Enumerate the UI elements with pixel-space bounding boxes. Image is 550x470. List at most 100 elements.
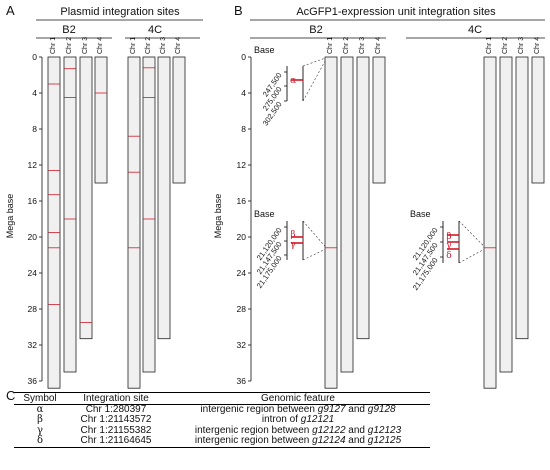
feature-text: intergenic region between	[200, 404, 318, 415]
zoom-b2-base-label: Base	[254, 209, 275, 219]
panel-b-4c-chromosome	[515, 56, 529, 340]
zoom-b2-marker-symbol: β	[290, 230, 295, 240]
panel-b-y-axis-label: Mega base	[213, 194, 223, 239]
panel-b-4c-chromosome	[531, 56, 545, 184]
panel-b-b2-chr-label: Chr 2	[343, 37, 350, 54]
panel-b-axis-tick-label: 4	[241, 88, 246, 98]
panel-b-b2-chr-label: Chr 4	[375, 37, 382, 54]
panel-b-group-4c: 4C	[468, 24, 482, 36]
row-symbol: α	[36, 404, 44, 415]
zoom-4c-base-label: Base	[410, 209, 431, 219]
header-symbol: Symbol	[14, 392, 66, 405]
panel-b-axis-tick-label: 12	[237, 160, 247, 170]
row-symbol: δ	[14, 436, 66, 448]
panel-a-group-b2: B2	[62, 24, 75, 36]
panel-a-b2-chromosome	[79, 56, 93, 340]
panel-b-b2-chr-label: Chr 1	[327, 37, 334, 54]
chromosome-layer: 0 4 8 12 16 20 24 28 32 36 0 4 8 12 16 20 24 28 32 36 Chr 1 C…	[28, 37, 545, 389]
table-row: β Chr 1:21143572 intron of g12121	[14, 414, 430, 426]
row-site: Chr 1:21155382	[80, 424, 152, 436]
panel-c-letter: C	[6, 388, 16, 403]
gene-name: g12122	[312, 424, 346, 436]
panel-b-axis-tick-label: 36	[237, 376, 247, 386]
panel-a-4c-chromosome	[127, 56, 141, 389]
panel-b-axis-tick-label: 16	[237, 196, 247, 206]
panel-a-4c-chr-label: Chr 2	[145, 37, 152, 54]
feature-text: intergenic region between	[194, 424, 313, 436]
panel-b-axis-tick-label: 20	[237, 232, 247, 242]
panel-b-axis-tick-label: 0	[241, 52, 246, 62]
panel-b-b2-chromosome	[340, 56, 354, 373]
panel-a-axis-tick-label: 4	[32, 88, 37, 98]
zoom-b2-marker-symbol: γ	[290, 240, 295, 250]
panel-a-b2-chromosome	[94, 56, 108, 184]
panel-a-axis-tick-label: 28	[28, 304, 38, 314]
feature-text: intergenic region between	[194, 435, 313, 447]
panel-a-axis-tick-label: 8	[32, 124, 37, 134]
gene-name: g12124	[312, 435, 346, 447]
panel-b-b2-chromosome	[324, 56, 338, 389]
panel-a-title: Plasmid integration sites	[60, 6, 180, 18]
panel-a-4c-chromosome	[142, 56, 156, 373]
panel-a-axis-tick-label: 0	[32, 52, 37, 62]
gene-name: g12121	[300, 414, 335, 426]
panel-a-group-4c: 4C	[148, 24, 162, 36]
panel-a-axis-tick-label: 12	[28, 160, 38, 170]
header-integration-site: Integration site	[66, 392, 166, 405]
panel-a-b2-chromosome	[63, 56, 77, 373]
panel-b-4c-chromosome	[483, 56, 497, 389]
zoom-4c-connector	[458, 249, 485, 264]
table-header-row: Symbol Integration site Genomic feature	[14, 392, 430, 405]
panel-b-b2-chr-label: Chr 3	[359, 37, 366, 54]
row-site: Chr 1:21164645	[66, 436, 166, 448]
zoom-4c-connector	[458, 220, 485, 247]
panel-b-title: AcGFP1-expression unit integration sites	[296, 6, 496, 18]
panel-a-b2-chr-label: Chr 4	[97, 37, 104, 54]
panel-b-group-b2: B2	[309, 24, 322, 36]
row-feature: intergenic region between g9127 and g912…	[166, 404, 430, 416]
row-symbol: β	[37, 414, 43, 426]
panel-a-b2-chromosome	[47, 56, 61, 389]
panel-b-4c-chr-label: Chr 3	[518, 37, 525, 54]
panel-b-axis-tick-label: 24	[237, 268, 247, 278]
panel-b-axis-tick-label: 28	[237, 304, 247, 314]
panel-a-4c-chr-label: Chr 3	[160, 37, 167, 54]
panel-a-4c-chromosome	[157, 56, 171, 340]
row-site: Chr 1:280397	[85, 404, 147, 415]
panel-b-4c-chr-label: Chr 4	[534, 37, 541, 54]
gene-name: g9128	[367, 404, 396, 415]
panel-a-b2-chr-label: Chr 2	[66, 37, 73, 54]
zoom-alpha-marker-symbol: α	[290, 76, 296, 86]
zoom-alpha-connector	[302, 61, 326, 102]
panel-a-4c-chr-label: Chr 1	[130, 37, 137, 54]
zoom-alpha-connector	[302, 57, 326, 67]
row-feature: intron of g12121	[166, 415, 430, 425]
row-symbol: γ	[37, 424, 43, 436]
table-row: α Chr 1:280397 intergenic region between…	[14, 404, 430, 416]
feature-table: C Symbol Integration site Genomic featur…	[6, 388, 430, 448]
gene-name: g12123	[367, 424, 402, 436]
row-feature: intergenic region between g12122 and g12…	[166, 424, 430, 436]
feature-text: and	[345, 435, 368, 447]
panel-b-4c-chr-label: Chr 2	[502, 37, 509, 54]
zoom-alpha-base-label: Base	[254, 45, 275, 55]
panel-b-axis-tick-label: 8	[241, 124, 246, 134]
gene-name: g12125	[367, 435, 402, 447]
panel-a-y-axis-label: Mega base	[5, 194, 15, 239]
zoom-b2-connector	[302, 220, 326, 247]
feature-text: and	[345, 404, 368, 415]
panel-b-axis-tick-label: 32	[237, 340, 247, 350]
panel-b-4c-chromosome	[499, 56, 513, 373]
panel-a-axis-tick-label: 36	[28, 376, 38, 386]
row-feature: intergenic region between g12124 and g12…	[166, 435, 430, 448]
panel-a-axis-tick-label: 20	[28, 232, 38, 242]
zoom-4c-marker-symbol: γ	[446, 241, 451, 251]
panel-a-axis-tick-label: 16	[28, 196, 38, 206]
header-genomic-feature: Genomic feature	[166, 392, 430, 405]
karyotype-figure: A Plasmid integration sites B2 4C B AcGF…	[5, 3, 545, 389]
panel-a-b2-chr-label: Chr 3	[82, 37, 89, 54]
table-row: γ Chr 1:21155382 intergenic region betwe…	[14, 424, 430, 436]
zoom-4c-marker-symbol: δ	[446, 251, 451, 261]
feature-text: and	[345, 424, 368, 436]
row-site: Chr 1:21143572	[80, 414, 152, 426]
